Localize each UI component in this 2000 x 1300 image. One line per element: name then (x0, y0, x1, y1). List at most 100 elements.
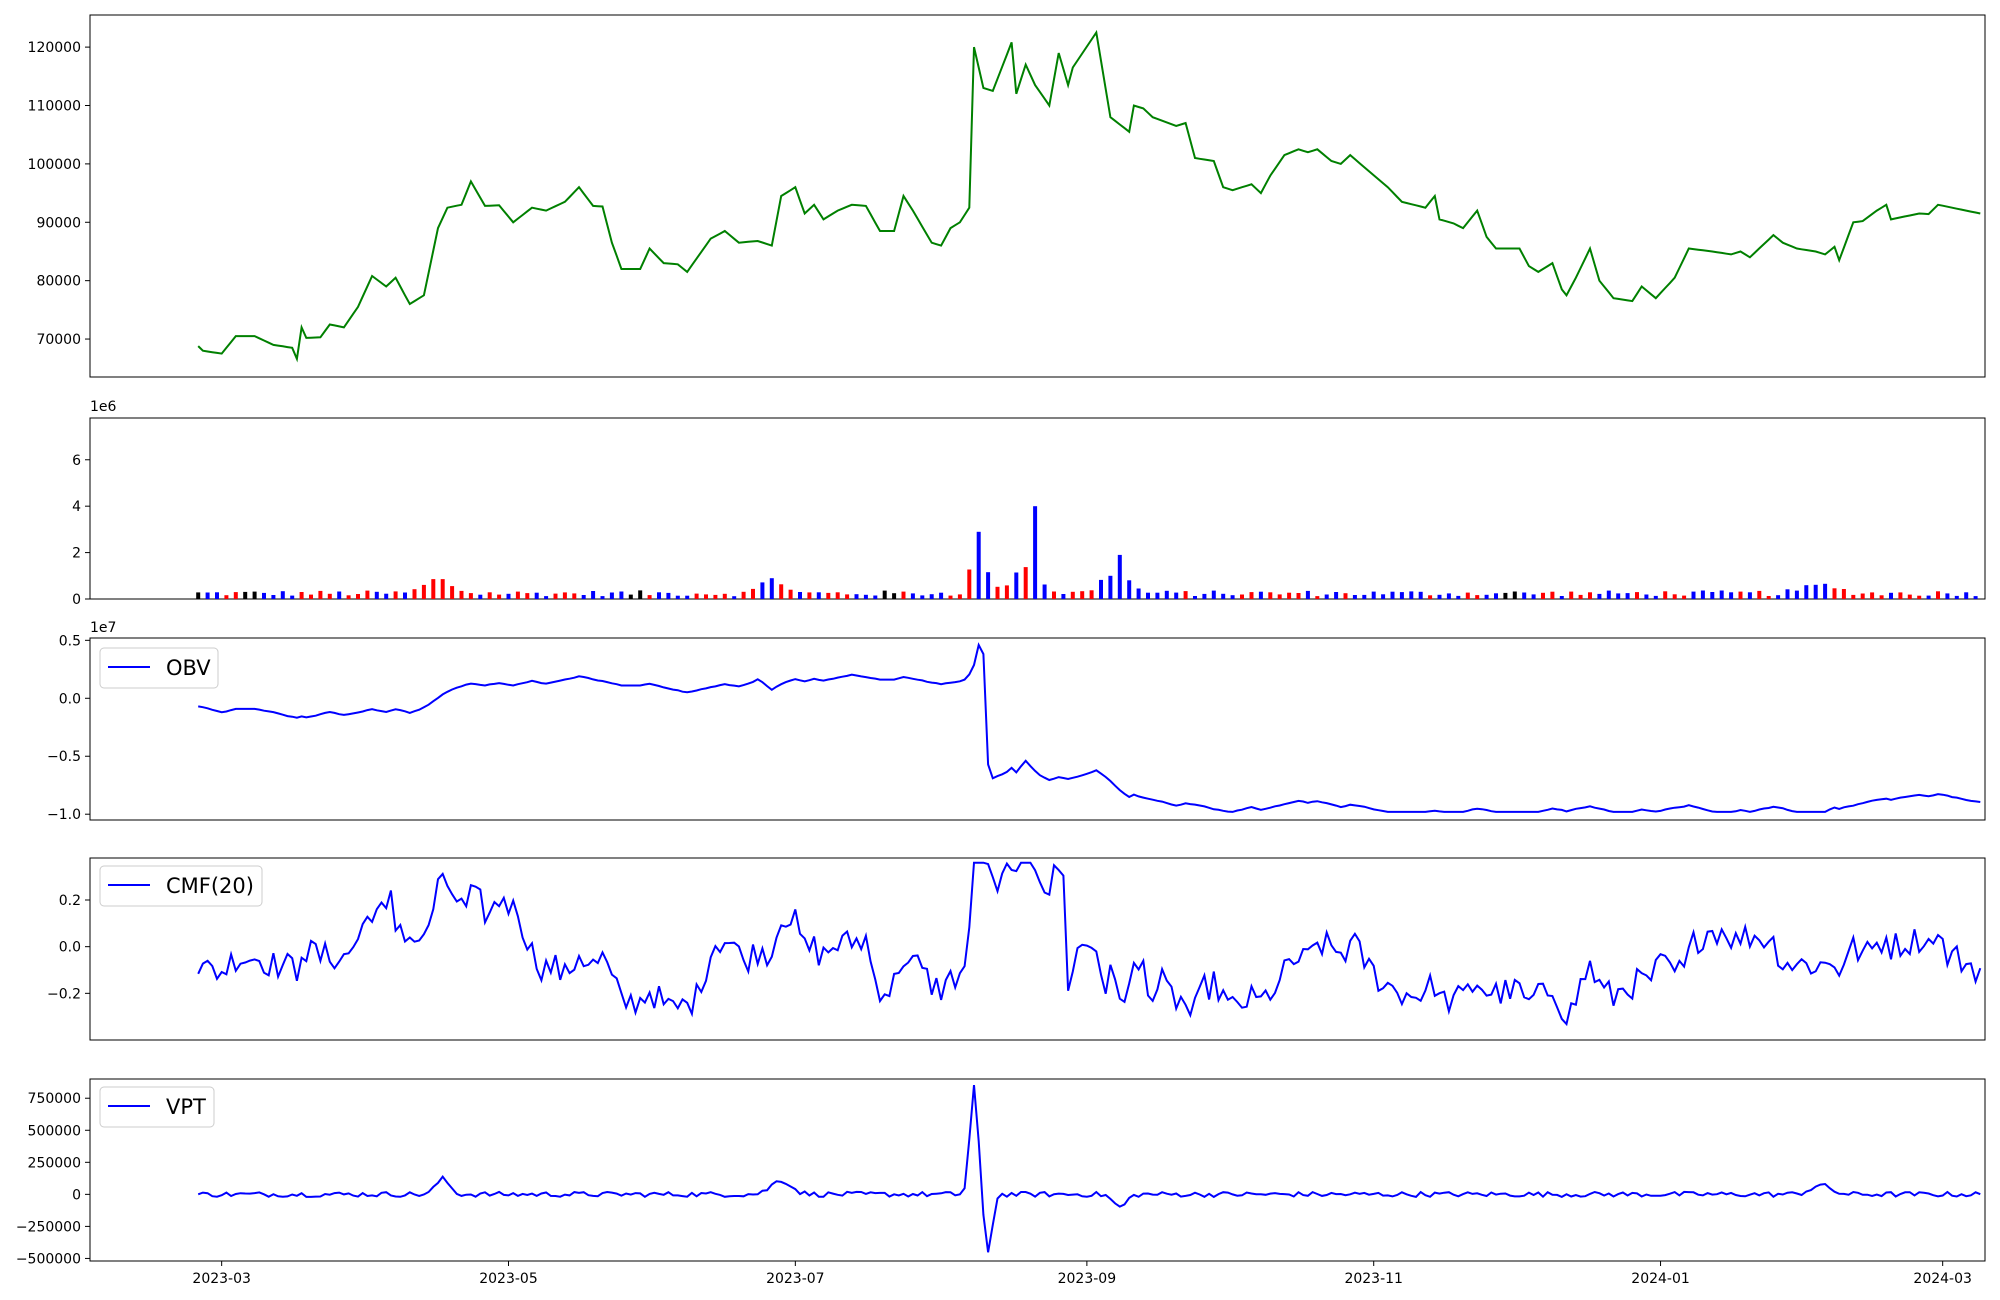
volume-bar (1531, 594, 1536, 599)
volume-bar (1334, 592, 1339, 599)
volume-bar (581, 595, 586, 599)
volume-bar (647, 595, 652, 599)
volume-bar (798, 592, 802, 599)
volume-bar (995, 586, 1000, 599)
volume-bar (901, 591, 906, 599)
volume-bar (337, 591, 342, 599)
volume-bar (1381, 594, 1386, 599)
volume-bar (450, 586, 455, 599)
volume-bar (1409, 591, 1414, 599)
volume-bar (1907, 594, 1912, 599)
volume-bar (638, 590, 643, 599)
volume-bar (534, 592, 539, 599)
volume-bar (252, 591, 257, 599)
volume-bar (346, 595, 351, 599)
volume-bar (910, 593, 915, 599)
volume-bar (713, 594, 718, 599)
volume-bar (506, 593, 511, 599)
volume-bar (478, 594, 483, 599)
volume-bar (976, 531, 981, 599)
vpt-axes-frame (89, 1078, 1986, 1262)
volume-bar (1644, 594, 1649, 599)
volume-bar (1164, 590, 1169, 599)
volume-bar (1691, 591, 1696, 599)
volume-bar (1174, 592, 1179, 599)
volume-ytick-label: 2 (72, 546, 81, 562)
cmf-axes-frame (89, 857, 1986, 1041)
volume-bar (591, 591, 596, 599)
volume-bar (845, 594, 850, 599)
volume-bar (816, 592, 821, 599)
volume-bar (515, 591, 520, 599)
volume-bar (280, 591, 285, 599)
volume-bar (1588, 592, 1592, 599)
volume-bar (675, 595, 680, 599)
volume-bar (1879, 595, 1884, 599)
obv-ytick-label: 0.5 (59, 633, 81, 649)
volume-bar (1653, 595, 1658, 599)
volume-bar (1964, 592, 1969, 599)
volume-bar (957, 594, 962, 599)
volume-bar (1428, 595, 1433, 599)
volume-bar (1832, 588, 1837, 599)
volume-bar (1183, 591, 1188, 599)
volume-bar (986, 572, 991, 599)
volume-bar (1841, 589, 1846, 599)
date-xtick-label: 2023-03 (192, 1271, 251, 1287)
obv-ytick-label: −1.0 (47, 807, 81, 823)
volume-bar (920, 595, 925, 599)
volume-bar (1578, 594, 1583, 599)
volume-bar (403, 592, 407, 599)
volume-bar (609, 592, 614, 599)
volume-bar (468, 593, 473, 599)
volume-bar (600, 596, 605, 599)
volume-bar (1635, 592, 1639, 599)
volume-bar (929, 594, 934, 599)
volume-bar (1522, 592, 1527, 599)
volume-bar (1390, 591, 1395, 599)
volume-bar (1569, 591, 1574, 599)
volume-bar (1559, 596, 1564, 599)
volume-offset-label: 1e6 (90, 399, 117, 415)
volume-bar (1437, 594, 1442, 599)
volume-bar (1268, 592, 1273, 599)
volume-bar (309, 594, 313, 599)
volume-bar (1155, 592, 1160, 599)
vpt-series-line (197, 1085, 1981, 1253)
volume-bar (290, 595, 295, 599)
volume-bar (1484, 594, 1489, 599)
volume-bar (262, 592, 266, 599)
volume-bar (657, 592, 661, 599)
price-ytick-label: 70000 (36, 332, 81, 348)
volume-bar (1089, 590, 1094, 599)
vpt-legend-label: VPT (166, 1095, 206, 1119)
volume-bar (1625, 593, 1630, 599)
volume-bar (882, 590, 887, 599)
price-ytick-label: 120000 (28, 40, 81, 56)
volume-bar (1033, 506, 1038, 599)
volume-bar (685, 595, 690, 599)
volume-bar (412, 589, 417, 599)
cmf-ytick-label: 0.2 (59, 893, 81, 909)
volume-bar (1870, 592, 1875, 599)
volume-bar (271, 595, 276, 599)
volume-bar (327, 593, 332, 599)
volume-bar (1023, 567, 1028, 599)
obv-ytick-label: −0.5 (47, 749, 81, 765)
volume-bar (1042, 584, 1047, 599)
volume-bar (1456, 595, 1461, 599)
price-ytick-label: 80000 (36, 274, 81, 290)
volume-bar (1099, 579, 1103, 599)
volume-bar (854, 594, 859, 599)
volume-bar (1954, 595, 1959, 599)
volume-bar (233, 592, 238, 599)
volume-bar (1794, 590, 1799, 599)
volume-bar (1973, 596, 1978, 599)
price-ytick-label: 110000 (28, 99, 81, 115)
obv-panel: 1e7 −1.0 −0.5 0.0 0.5 OBV (47, 620, 1986, 823)
vpt-ytick-label: −500000 (16, 1251, 81, 1267)
volume-bar (1258, 591, 1263, 599)
volume-bar (967, 569, 972, 599)
obv-offset-label: 1e7 (90, 620, 116, 636)
volume-bar (1399, 592, 1404, 599)
